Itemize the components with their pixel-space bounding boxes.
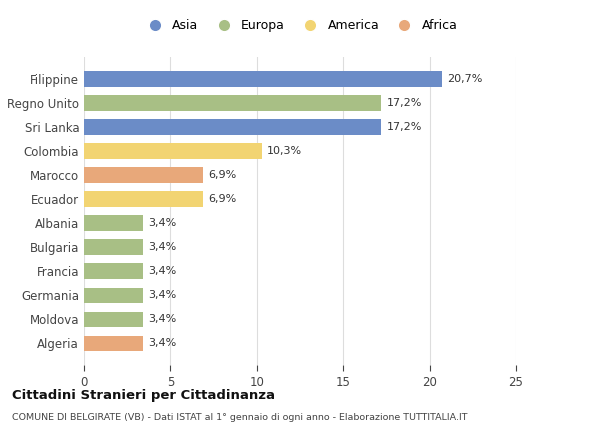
Legend: Asia, Europa, America, Africa: Asia, Europa, America, Africa <box>137 14 463 37</box>
Text: 3,4%: 3,4% <box>148 218 176 228</box>
Text: 3,4%: 3,4% <box>148 338 176 348</box>
Text: 6,9%: 6,9% <box>208 194 236 204</box>
Text: 20,7%: 20,7% <box>447 74 482 84</box>
Text: 17,2%: 17,2% <box>386 122 422 132</box>
Bar <box>84 336 143 351</box>
Bar <box>84 287 143 303</box>
Bar <box>84 264 143 279</box>
Text: 3,4%: 3,4% <box>148 266 176 276</box>
Bar <box>84 239 143 255</box>
Bar <box>84 312 143 327</box>
Bar <box>84 216 143 231</box>
Text: COMUNE DI BELGIRATE (VB) - Dati ISTAT al 1° gennaio di ogni anno - Elaborazione : COMUNE DI BELGIRATE (VB) - Dati ISTAT al… <box>12 413 467 422</box>
Bar <box>84 191 203 207</box>
Bar <box>84 119 381 135</box>
Bar <box>84 95 381 111</box>
Text: 3,4%: 3,4% <box>148 290 176 301</box>
Text: 3,4%: 3,4% <box>148 314 176 324</box>
Bar <box>84 71 442 87</box>
Text: 3,4%: 3,4% <box>148 242 176 252</box>
Text: Cittadini Stranieri per Cittadinanza: Cittadini Stranieri per Cittadinanza <box>12 389 275 403</box>
Text: 17,2%: 17,2% <box>386 98 422 108</box>
Text: 6,9%: 6,9% <box>208 170 236 180</box>
Bar <box>84 167 203 183</box>
Bar <box>84 143 262 159</box>
Text: 10,3%: 10,3% <box>267 146 302 156</box>
